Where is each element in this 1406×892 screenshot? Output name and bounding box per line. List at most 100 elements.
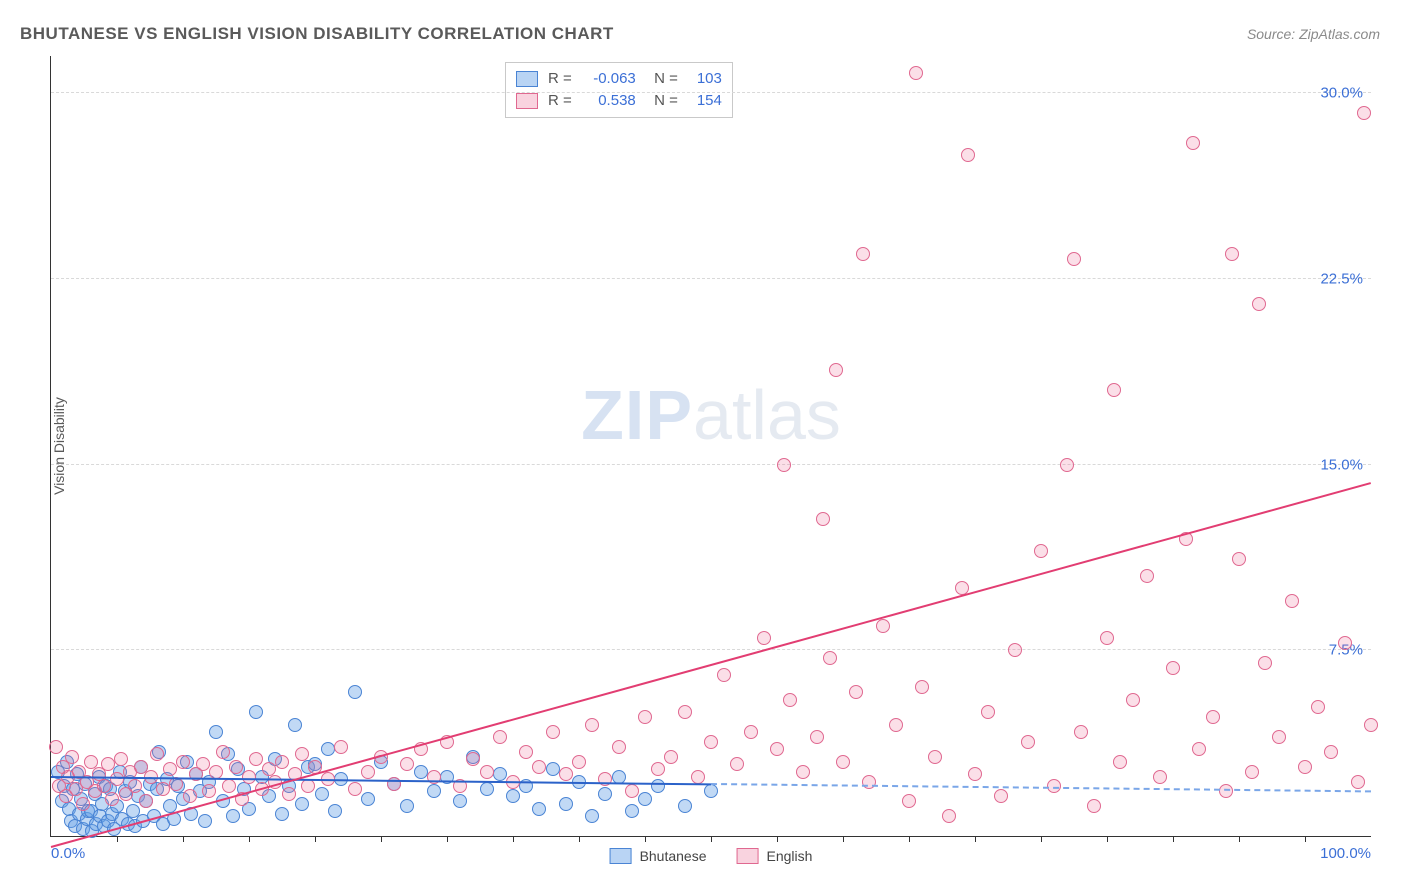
x-tick [645,836,646,842]
stat-label: R = [548,68,572,90]
data-point [282,787,296,801]
data-point [1067,252,1081,266]
legend-swatch-icon [610,848,632,864]
y-tick-label: 15.0% [1320,456,1363,473]
data-point [198,814,212,828]
data-point [546,762,560,776]
data-point [810,730,824,744]
data-point [101,757,115,771]
data-point [249,752,263,766]
x-tick [249,836,250,842]
data-point [209,725,223,739]
data-point [183,789,197,803]
data-point [110,772,124,786]
data-point [348,782,362,796]
data-point [1186,136,1200,150]
source-attribution: Source: ZipAtlas.com [1247,26,1380,42]
data-point [275,755,289,769]
data-point [49,740,63,754]
y-tick-label: 22.5% [1320,270,1363,287]
data-point [942,809,956,823]
x-tick [1305,836,1306,842]
data-point [249,705,263,719]
legend-label: English [767,848,813,864]
data-point [139,794,153,808]
correlation-stats-box: R =-0.063 N =103R =0.538 N =154 [505,62,733,118]
data-point [196,757,210,771]
data-point [1285,594,1299,608]
data-point [1272,730,1286,744]
data-point [704,784,718,798]
n-value: 103 [688,68,722,90]
data-point [348,685,362,699]
x-tick [909,836,910,842]
data-point [889,718,903,732]
data-point [704,735,718,749]
data-point [730,757,744,771]
data-point [453,794,467,808]
data-point [664,750,678,764]
legend-label: Bhutanese [640,848,707,864]
stats-row: R =-0.063 N =103 [516,68,722,90]
r-value: 0.538 [582,90,636,112]
data-point [176,755,190,769]
data-point [1338,636,1352,650]
series-swatch-icon [516,93,538,109]
data-point [480,782,494,796]
data-point [612,740,626,754]
data-point [585,718,599,732]
data-point [275,807,289,821]
data-point [717,668,731,682]
data-point [493,767,507,781]
y-tick-label: 30.0% [1320,85,1363,102]
data-point [288,718,302,732]
data-point [328,804,342,818]
data-point [1245,765,1259,779]
data-point [585,809,599,823]
x-tick [1239,836,1240,842]
data-point [816,512,830,526]
scatter-plot-area: ZIPatlas R =-0.063 N =103R =0.538 N =154… [50,56,1371,837]
data-point [796,765,810,779]
gridline-h [51,464,1371,465]
legend-item: English [737,848,813,864]
data-point [1192,742,1206,756]
data-point [400,799,414,813]
data-point [909,66,923,80]
data-point [849,685,863,699]
data-point [1219,784,1233,798]
data-point [480,765,494,779]
n-value: 154 [688,90,722,112]
x-tick [843,836,844,842]
legend-item: Bhutanese [610,848,707,864]
stat-label: R = [548,90,572,112]
data-point [1126,693,1140,707]
data-point [559,767,573,781]
legend-swatch-icon [737,848,759,864]
data-point [65,750,79,764]
data-point [744,725,758,739]
x-tick [183,836,184,842]
data-point [625,804,639,818]
data-point [400,757,414,771]
data-point [783,693,797,707]
chart-title: BHUTANESE VS ENGLISH VISION DISABILITY C… [20,24,614,44]
data-point [1351,775,1365,789]
data-point [546,725,560,739]
data-point [209,765,223,779]
data-point [968,767,982,781]
data-point [229,760,243,774]
data-point [691,770,705,784]
data-point [559,797,573,811]
data-point [836,755,850,769]
data-point [1324,745,1338,759]
data-point [519,745,533,759]
data-point [1166,661,1180,675]
x-tick [711,836,712,842]
stat-label: N = [646,68,678,90]
data-point [506,789,520,803]
x-tick [513,836,514,842]
data-point [1206,710,1220,724]
data-point [1008,643,1022,657]
gridline-h [51,649,1371,650]
